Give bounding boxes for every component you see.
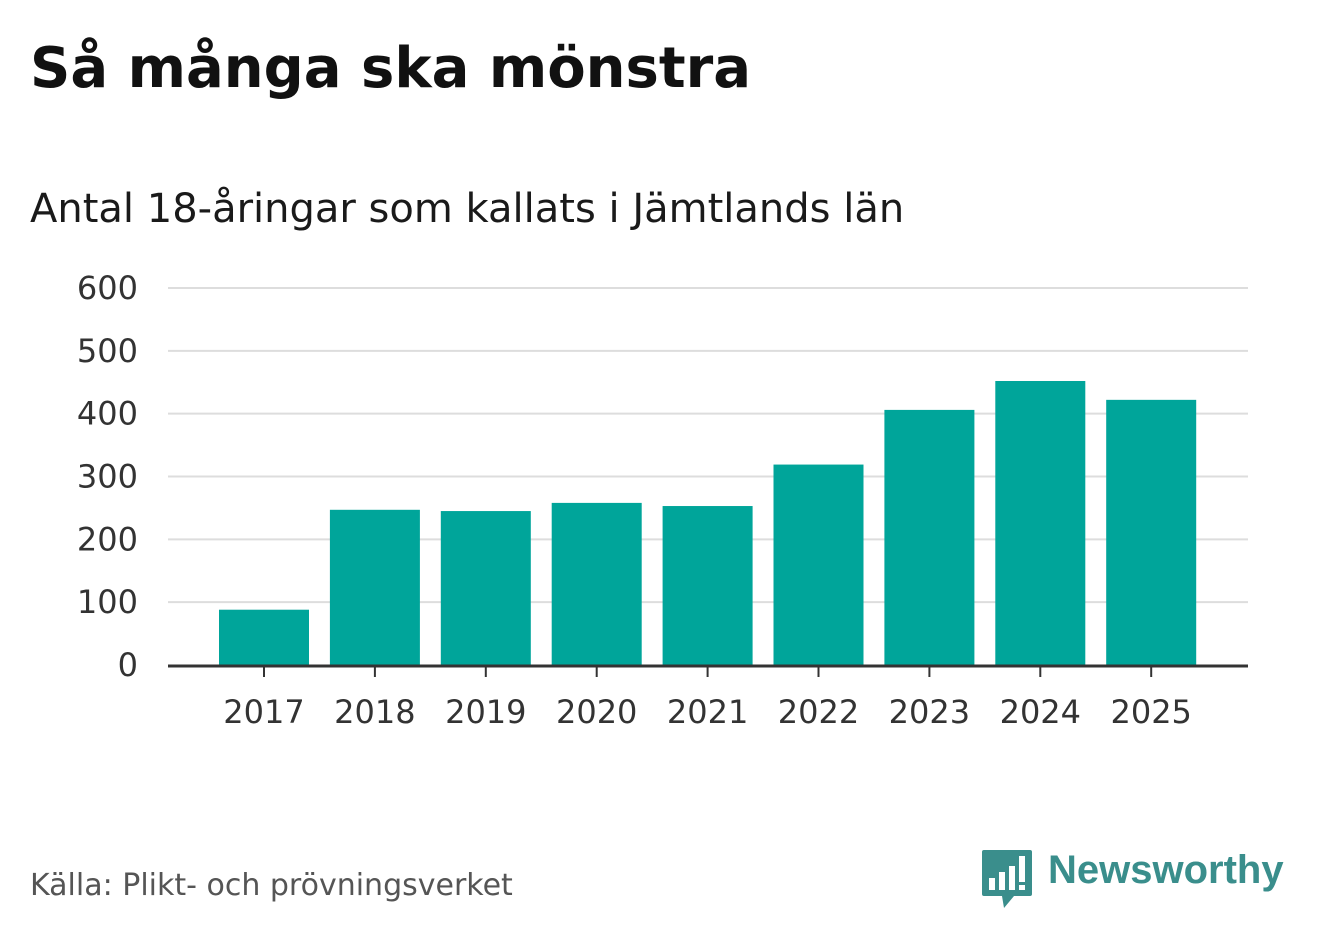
newsworthy-bar-chart-icon [982, 850, 1032, 908]
bar-2025 [1106, 399, 1197, 665]
bar-2023 [884, 409, 975, 665]
x-tick-label: 2024 [1000, 693, 1081, 731]
bars [219, 380, 1197, 665]
y-tick-label: 500 [77, 332, 138, 370]
bar-2019 [440, 511, 531, 665]
x-tick-label: 2022 [778, 693, 859, 731]
x-axis [168, 664, 1248, 677]
logo-text: Newsworthy [1048, 848, 1284, 892]
chart-title: Så många ska mönstra [30, 36, 752, 101]
bar-2017 [219, 609, 309, 665]
x-tick-label: 2025 [1110, 693, 1191, 731]
x-axis-tick-labels: 2017 2018 2019 2020 2021 2022 2023 2024 2025 [223, 693, 1192, 731]
bar-2018 [329, 509, 420, 665]
x-tick-label: 2019 [445, 693, 526, 731]
bar-2020 [551, 502, 642, 665]
y-tick-label: 600 [77, 269, 138, 307]
source-note: Källa: Plikt- och prövningsverket [30, 868, 513, 903]
x-tick-label: 2021 [667, 693, 748, 731]
x-tick-label: 2020 [556, 693, 637, 731]
y-tick-label: 400 [77, 395, 138, 433]
y-axis-tick-labels: 0 100 200 300 400 500 600 [77, 269, 138, 684]
chart-subtitle: Antal 18-åringar som kallats i Jämtlands… [30, 186, 905, 232]
y-tick-label: 300 [77, 458, 138, 496]
bar-chart: 0 100 200 300 400 500 600 2017 2018 2019 2020 2021… [77, 269, 1248, 731]
bar-2021 [662, 506, 753, 665]
y-tick-label: 0 [118, 646, 138, 684]
y-tick-label: 200 [77, 520, 138, 558]
bar-2024 [995, 380, 1086, 665]
newsworthy-logo: Newsworthy [980, 848, 1284, 912]
x-tick-label: 2018 [334, 693, 415, 731]
x-tick-label: 2023 [889, 693, 970, 731]
y-tick-label: 100 [77, 583, 138, 621]
x-tick-label: 2017 [223, 693, 304, 731]
bar-2022 [773, 464, 864, 665]
